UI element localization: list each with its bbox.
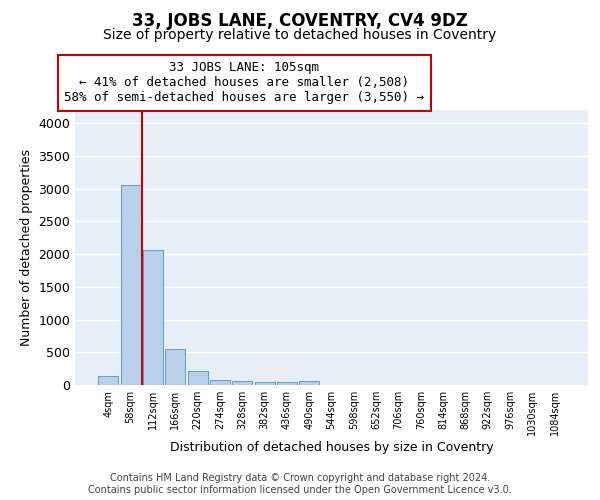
Text: Contains HM Land Registry data © Crown copyright and database right 2024.
Contai: Contains HM Land Registry data © Crown c… — [88, 474, 512, 495]
Y-axis label: Number of detached properties: Number of detached properties — [20, 149, 33, 346]
Bar — [254, 382, 275, 385]
Bar — [232, 381, 252, 385]
Bar — [188, 371, 208, 385]
Text: 33, JOBS LANE, COVENTRY, CV4 9DZ: 33, JOBS LANE, COVENTRY, CV4 9DZ — [132, 12, 468, 30]
Bar — [277, 382, 297, 385]
Text: 33 JOBS LANE: 105sqm
← 41% of detached houses are smaller (2,508)
58% of semi-de: 33 JOBS LANE: 105sqm ← 41% of detached h… — [64, 62, 424, 104]
Bar — [143, 250, 163, 385]
Text: Size of property relative to detached houses in Coventry: Size of property relative to detached ho… — [103, 28, 497, 42]
Bar — [210, 380, 230, 385]
Bar — [98, 376, 118, 385]
Bar — [299, 380, 319, 385]
Bar — [121, 186, 141, 385]
X-axis label: Distribution of detached houses by size in Coventry: Distribution of detached houses by size … — [170, 440, 493, 454]
Bar — [165, 348, 185, 385]
